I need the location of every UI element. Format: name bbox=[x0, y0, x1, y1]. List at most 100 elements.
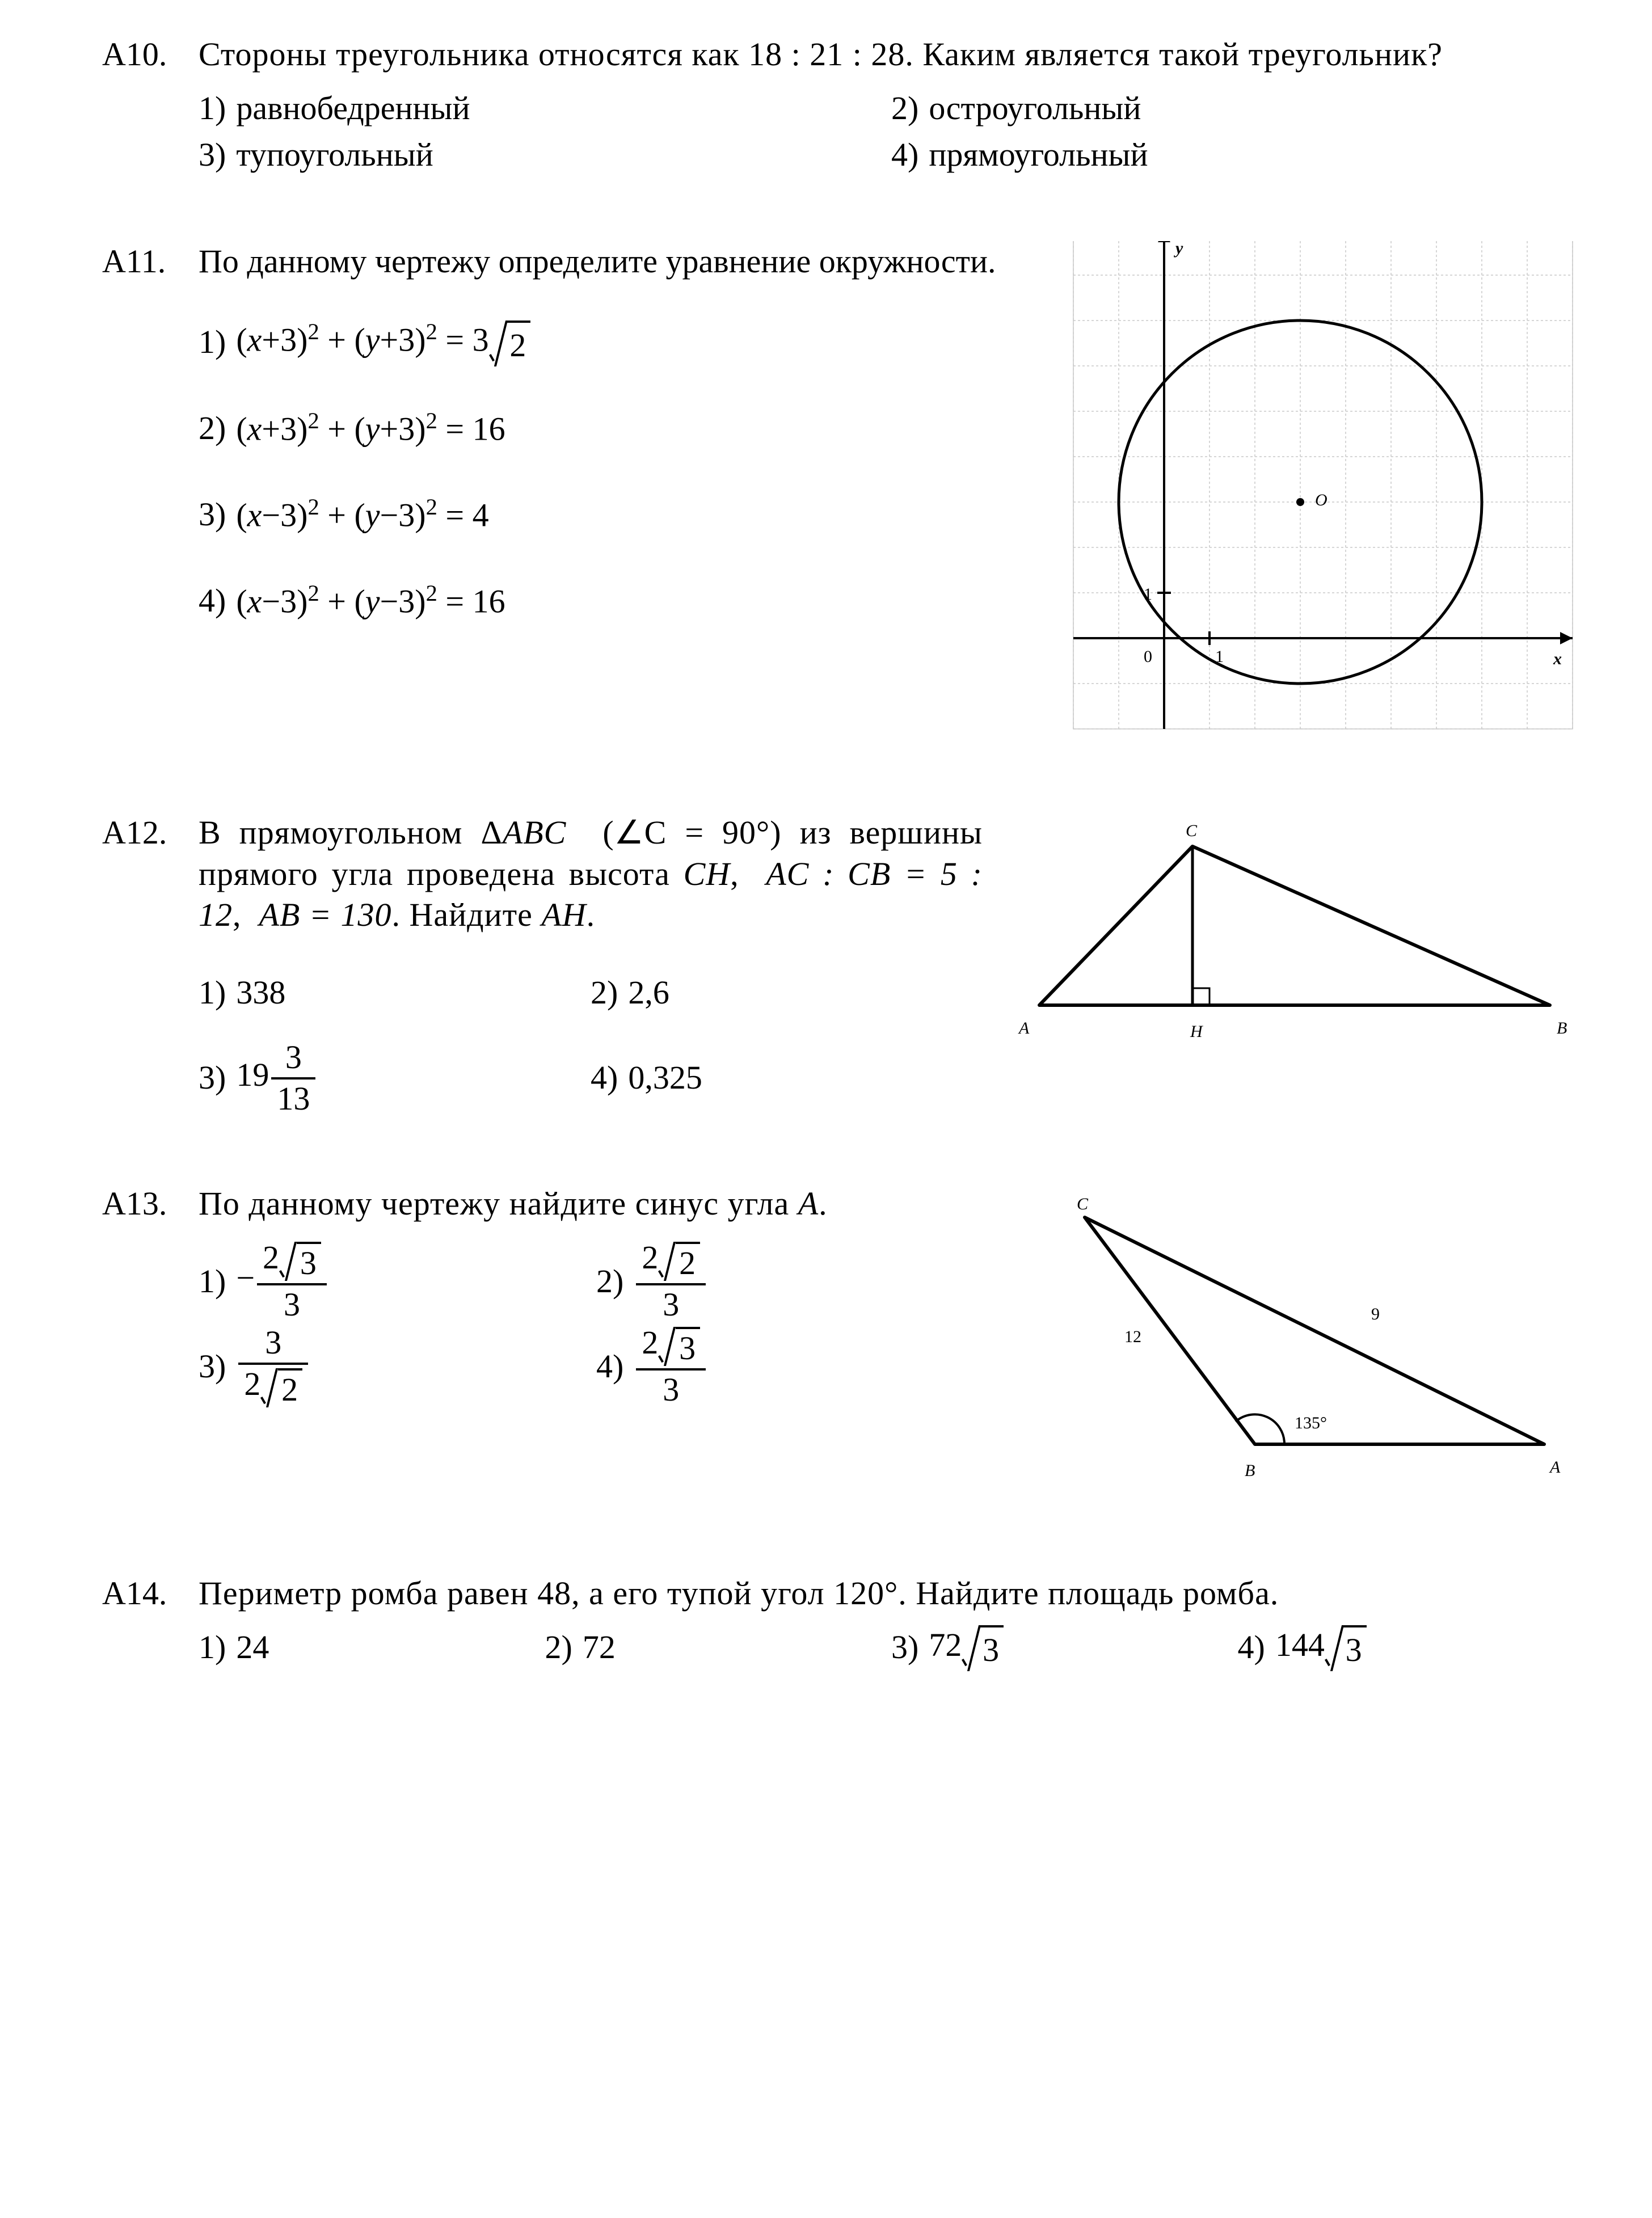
option-number: 2) bbox=[545, 1627, 583, 1668]
segment-name: AH bbox=[541, 896, 586, 933]
option-equation: (x−3)2 + (y−3)2 = 4 bbox=[236, 493, 488, 536]
sign: − bbox=[262, 583, 280, 619]
sign: + bbox=[262, 322, 280, 359]
numerator: 3 bbox=[271, 1040, 315, 1080]
problem-text: По данному чертежу найдите синус угла A. bbox=[199, 1183, 994, 1225]
option-value: 0,325 bbox=[628, 1057, 702, 1099]
option-1: 1) 338 bbox=[199, 951, 591, 1036]
option-4: 4) 0,325 bbox=[591, 1036, 983, 1121]
problem-a11: А11. По данному чертежу определите уравн… bbox=[102, 241, 1584, 750]
option-value: равнобедренный bbox=[236, 88, 470, 129]
options-column: 1) (x+3)2 + (y+3)2 = 32 2) (x+3)2 + (y+3… bbox=[199, 299, 1039, 644]
option-equation: (x−3)2 + (y−3)2 = 16 bbox=[236, 579, 505, 622]
problem-number: А13. bbox=[102, 1183, 199, 1225]
option-value: 1443 bbox=[1275, 1625, 1367, 1671]
option-1: 1) (x+3)2 + (y+3)2 = 32 bbox=[199, 299, 1039, 385]
coef: 2 bbox=[263, 1239, 279, 1276]
rhs: 16 bbox=[473, 410, 505, 447]
coef: 2 bbox=[642, 1324, 658, 1361]
problem-a14: А14. Периметр ромба равен 48, а его тупо… bbox=[102, 1573, 1584, 1671]
svg-text:C: C bbox=[1186, 821, 1198, 840]
option-1: 1) равнобедренный bbox=[199, 86, 891, 132]
option-3: 3) (x−3)2 + (y−3)2 = 4 bbox=[199, 471, 1039, 558]
option-value: 24 bbox=[236, 1627, 269, 1668]
rhs: 4 bbox=[473, 496, 489, 533]
option-equation: (x+3)2 + (y+3)2 = 32 bbox=[236, 318, 530, 366]
option-4: 4) прямоугольный bbox=[891, 132, 1584, 179]
option-3: 3) тупоугольный bbox=[199, 132, 891, 179]
page-root: А10. Стороны треугольника относятся как … bbox=[0, 0, 1652, 1739]
option-number: 1) bbox=[199, 1261, 236, 1302]
svg-text:A: A bbox=[1018, 1019, 1030, 1038]
option-number: 2) bbox=[596, 1261, 634, 1302]
sign: − bbox=[380, 583, 399, 619]
option-value: 233 bbox=[634, 1326, 708, 1407]
problem-number: А10. bbox=[102, 34, 199, 75]
problem-number: А11. bbox=[102, 241, 199, 282]
option-number: 2) bbox=[199, 408, 236, 449]
option-number: 4) bbox=[891, 134, 929, 176]
denominator: 3 bbox=[636, 1371, 706, 1407]
option-1: 1) −233 bbox=[199, 1239, 596, 1324]
option-value: 338 bbox=[236, 972, 285, 1014]
coef: 72 bbox=[929, 1626, 962, 1663]
angle-name: A bbox=[798, 1185, 819, 1222]
svg-text:12: 12 bbox=[1124, 1327, 1141, 1346]
denominator: 13 bbox=[271, 1080, 315, 1116]
option-value: 2,6 bbox=[628, 972, 669, 1014]
problem-a12: А12. В прямоугольном ΔABC (∠C = 90°) из … bbox=[102, 812, 1584, 1121]
svg-text:1: 1 bbox=[1144, 585, 1152, 604]
option-number: 3) bbox=[891, 1627, 929, 1668]
option-value: −233 bbox=[236, 1241, 329, 1322]
problem-a10: А10. Стороны треугольника относятся как … bbox=[102, 34, 1584, 179]
svg-text:1: 1 bbox=[1215, 647, 1224, 666]
problem-text: В прямоугольном ΔABC (∠C = 90°) из верши… bbox=[199, 812, 983, 936]
problem-number: А14. bbox=[102, 1573, 199, 1614]
denominator: 3 bbox=[257, 1285, 327, 1322]
option-number: 1) bbox=[199, 322, 236, 363]
figure-coordinate-grid: O110xy bbox=[1062, 241, 1584, 750]
text-part: По данному чертежу найдите синус угла bbox=[199, 1185, 798, 1222]
sign: − bbox=[380, 496, 399, 533]
option-2: 2) (x+3)2 + (y+3)2 = 16 bbox=[199, 385, 1039, 471]
grid-svg: O110xy bbox=[1062, 241, 1584, 740]
option-2: 2) 223 bbox=[596, 1239, 994, 1324]
svg-text:H: H bbox=[1190, 1022, 1204, 1041]
svg-text:135°: 135° bbox=[1295, 1414, 1327, 1432]
text-part: Найдите bbox=[410, 896, 542, 933]
option-3: 3) 723 bbox=[891, 1625, 1238, 1671]
coef: 2 bbox=[642, 1239, 658, 1276]
option-value: тупоугольный bbox=[236, 134, 433, 176]
denominator: 3 bbox=[636, 1285, 706, 1322]
options-grid: 1) 338 2) 2,6 3) 19313 bbox=[199, 951, 983, 1121]
option-number: 1) bbox=[199, 1627, 236, 1668]
svg-text:C: C bbox=[1077, 1195, 1089, 1213]
integer-part: 19 bbox=[236, 1056, 269, 1093]
figure-triangle: CBA129135° bbox=[1017, 1183, 1584, 1511]
triangle-name: ABC bbox=[503, 814, 567, 851]
option-4: 4) 1443 bbox=[1238, 1625, 1584, 1671]
coef: 144 bbox=[1275, 1626, 1325, 1663]
svg-text:O: O bbox=[1315, 491, 1328, 509]
segment-name: CH bbox=[684, 855, 731, 892]
problem-text: По данному чертежу определите уравнение … bbox=[199, 241, 1039, 282]
minus-sign: − bbox=[236, 1259, 255, 1296]
option-number: 4) bbox=[591, 1057, 628, 1099]
triangle-svg: ABCH bbox=[1005, 812, 1584, 1056]
option-number: 4) bbox=[1238, 1627, 1275, 1668]
option-number: 1) bbox=[199, 88, 236, 129]
text-part: В прямоугольном Δ bbox=[199, 814, 503, 851]
option-value: 19313 bbox=[236, 1040, 318, 1116]
coef: 2 bbox=[244, 1365, 260, 1402]
figure-triangle: ABCH bbox=[1005, 812, 1584, 1066]
option-number: 3) bbox=[199, 1346, 236, 1388]
option-4: 4) 233 bbox=[596, 1324, 994, 1409]
option-number: 1) bbox=[199, 972, 236, 1014]
svg-text:B: B bbox=[1245, 1461, 1255, 1480]
option-value: остроугольный bbox=[929, 88, 1141, 129]
sign: − bbox=[262, 496, 280, 533]
options-grid: 1) −233 2) 223 bbox=[199, 1239, 994, 1409]
options-grid: 1) равнобедренный 2) остроугольный 3) ту… bbox=[199, 86, 1584, 179]
option-number: 3) bbox=[199, 494, 236, 535]
option-number: 3) bbox=[199, 134, 236, 176]
